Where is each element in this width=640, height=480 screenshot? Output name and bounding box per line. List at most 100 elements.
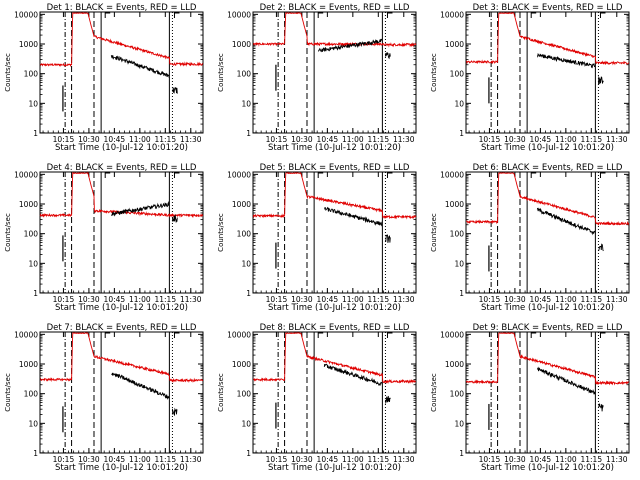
y-tick-label: 10000 (227, 330, 251, 339)
x-axis-label: Start Time (10-Jul-12 10:01:20) (481, 303, 614, 313)
lld-series-line (39, 171, 204, 219)
x-tick-label: 11:30 (180, 455, 202, 464)
panel-det-5: Det 5: BLACK = Events, RED = LLD 1 10 100 10… (217, 163, 417, 313)
bracket-mark (173, 172, 180, 178)
lld-series-line (252, 332, 417, 385)
x-tick-label: 10:45 (104, 295, 126, 304)
events-series-line (110, 54, 170, 78)
panel-det-7: Det 7: BLACK = Events, RED = LLD 1 10 100 10… (4, 323, 204, 473)
x-tick-label: 10:30 (291, 295, 313, 304)
lld-series-line (252, 12, 417, 48)
x-axis-label: Start Time (10-Jul-12 10:01:20) (268, 463, 401, 473)
events-tail-line (171, 407, 178, 416)
events-series-line (110, 200, 170, 217)
y-tick-label: 10000 (14, 170, 38, 179)
y-axis-label: Counts/sec (217, 213, 225, 252)
x-tick-label: 11:00 (555, 135, 577, 144)
x-tick-label: 10:30 (78, 135, 100, 144)
x-tick-label: 11:15 (367, 455, 389, 464)
y-tick-label: 100 (237, 390, 252, 399)
plot-frame (465, 11, 630, 134)
y-tick-label: 100 (24, 390, 39, 399)
x-tick-label: 11:00 (342, 295, 364, 304)
x-tick-label: 11:00 (342, 135, 364, 144)
x-tick-label: 10:15 (479, 295, 501, 304)
x-tick-label: 11:15 (580, 455, 602, 464)
x-tick-label: 10:30 (78, 295, 100, 304)
x-tick-label: 11:15 (580, 135, 602, 144)
x-axis-label: Start Time (10-Jul-12 10:01:20) (55, 303, 188, 313)
bracket-mark (173, 332, 180, 338)
y-axis-label: Counts/sec (217, 53, 225, 92)
x-tick-label: 11:15 (154, 455, 176, 464)
y-axis-label: Counts/sec (430, 53, 438, 92)
lld-series-line (465, 332, 630, 386)
bracket-mark (530, 172, 537, 178)
x-tick-label: 10:45 (317, 455, 339, 464)
x-tick-label: 10:45 (317, 295, 339, 304)
x-tick-label: 10:45 (317, 135, 339, 144)
y-tick-label: 1000 (445, 360, 464, 369)
y-tick-label: 1000 (232, 40, 251, 49)
y-tick-label: 10 (28, 99, 38, 108)
lld-series-line (465, 172, 630, 226)
events-tail-line (384, 234, 391, 243)
y-tick-label: 1000 (445, 200, 464, 209)
panel-title: Det 4: BLACK = Events, RED = LLD (47, 163, 197, 173)
y-tick-label: 100 (450, 230, 465, 239)
y-tick-label: 100 (237, 70, 252, 79)
bracket-mark (104, 12, 111, 18)
panel-title: Det 5: BLACK = Events, RED = LLD (260, 163, 410, 173)
panel-title: Det 8: BLACK = Events, RED = LLD (260, 323, 410, 333)
x-tick-label: 11:15 (154, 135, 176, 144)
x-tick-label: 10:30 (291, 135, 313, 144)
x-axis-label: Start Time (10-Jul-12 10:01:20) (55, 143, 188, 153)
panel-title: Det 9: BLACK = Events, RED = LLD (473, 323, 623, 333)
y-tick-label: 10 (241, 419, 251, 428)
bracket-mark (317, 12, 324, 18)
y-tick-label: 1 (459, 289, 464, 298)
lld-series-line (39, 332, 204, 384)
y-tick-label: 10 (28, 419, 38, 428)
panel-det-8: Det 8: BLACK = Events, RED = LLD 1 10 100 10… (217, 323, 417, 473)
y-axis-label: Counts/sec (4, 53, 12, 92)
y-axis-label: Counts/sec (430, 373, 438, 412)
panel-title: Det 2: BLACK = Events, RED = LLD (260, 3, 410, 13)
x-tick-label: 11:15 (367, 135, 389, 144)
x-tick-label: 11:00 (555, 455, 577, 464)
x-tick-label: 11:30 (393, 295, 415, 304)
y-tick-label: 10 (454, 99, 464, 108)
y-tick-label: 1000 (19, 40, 38, 49)
panel-det-4: Det 4: BLACK = Events, RED = LLD 1 10 100 10… (4, 163, 204, 313)
plot-frame (252, 331, 417, 454)
bracket-mark (104, 172, 111, 178)
y-tick-label: 10 (454, 419, 464, 428)
y-tick-label: 1 (246, 129, 251, 138)
x-tick-label: 10:45 (530, 455, 552, 464)
y-tick-label: 1000 (445, 40, 464, 49)
x-tick-label: 11:15 (154, 295, 176, 304)
y-tick-label: 10000 (440, 170, 464, 179)
x-tick-label: 10:30 (78, 455, 100, 464)
lld-series-line (252, 171, 417, 220)
x-tick-label: 10:45 (104, 135, 126, 144)
x-tick-label: 10:15 (266, 295, 288, 304)
bracket-mark (104, 332, 111, 338)
y-tick-label: 10000 (227, 10, 251, 19)
bracket-mark (173, 12, 180, 18)
y-tick-label: 100 (450, 70, 465, 79)
plot-frame (252, 11, 417, 134)
bracket-mark (386, 332, 393, 338)
events-series-line (323, 363, 383, 387)
y-tick-label: 10 (454, 259, 464, 268)
x-axis-label: Start Time (10-Jul-12 10:01:20) (268, 303, 401, 313)
events-series-line (536, 207, 596, 236)
x-tick-label: 11:30 (393, 455, 415, 464)
events-series-line (536, 366, 596, 395)
plot-frame (252, 171, 417, 294)
events-tail-line (598, 403, 604, 412)
x-tick-label: 11:30 (606, 135, 628, 144)
x-tick-label: 11:00 (129, 135, 151, 144)
x-tick-label: 11:30 (180, 295, 202, 304)
